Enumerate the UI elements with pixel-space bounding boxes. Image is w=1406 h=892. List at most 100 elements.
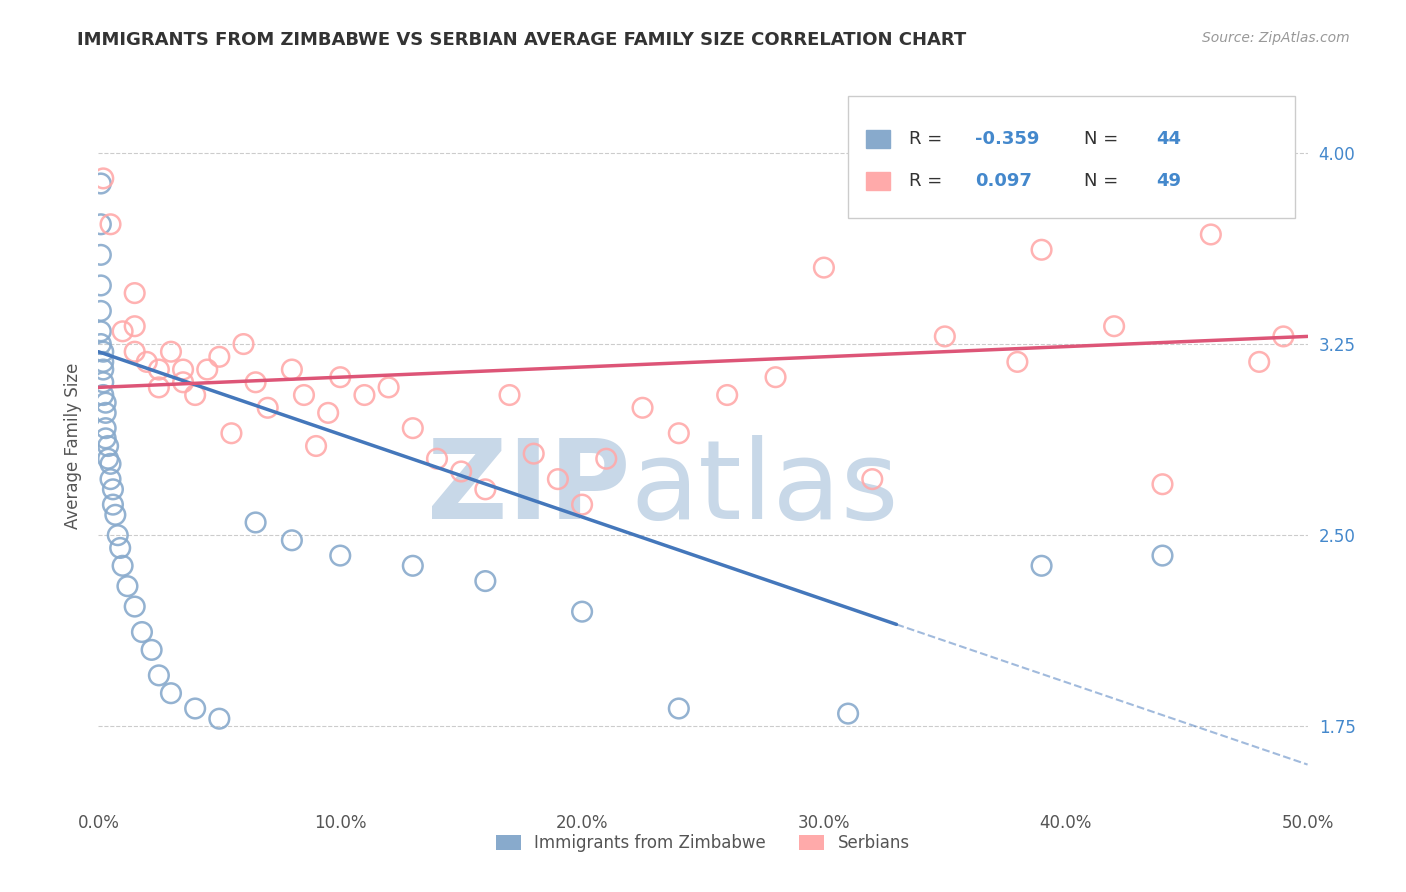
Point [91,376,114,390]
Point [668,426,690,441]
Point [329,549,352,563]
Point [1007,355,1029,369]
Point [90,304,112,318]
Point [94,431,117,445]
FancyBboxPatch shape [866,130,890,148]
Point [117,579,139,593]
Point [172,376,194,390]
Point [402,421,425,435]
Point [934,329,956,343]
Point [474,483,496,497]
Text: IMMIGRANTS FROM ZIMBABWE VS SERBIAN AVERAGE FAMILY SIZE CORRELATION CHART: IMMIGRANTS FROM ZIMBABWE VS SERBIAN AVER… [77,31,966,49]
Point [1031,558,1053,573]
Point [221,426,243,441]
Point [111,324,134,338]
Point [124,286,146,301]
Point [91,344,114,359]
Text: Source: ZipAtlas.com: Source: ZipAtlas.com [1202,31,1350,45]
Point [668,701,690,715]
Point [195,362,218,376]
Point [148,380,170,394]
Point [97,439,120,453]
Point [184,388,207,402]
Text: ZIP: ZIP [427,435,630,542]
Point [402,558,425,573]
Point [124,599,146,614]
Point [100,217,122,231]
Point [184,701,207,715]
Point [1199,227,1222,242]
Y-axis label: Average Family Size: Average Family Size [65,363,83,529]
Point [91,362,114,376]
Point [450,465,472,479]
Point [90,177,112,191]
Point [107,528,129,542]
Point [245,376,267,390]
Point [111,558,134,573]
Point [571,605,593,619]
Point [141,643,163,657]
Point [104,508,127,522]
Point [148,668,170,682]
Text: R =: R = [908,130,948,148]
Point [813,260,835,275]
Point [208,350,231,364]
Point [547,472,569,486]
Point [91,388,114,402]
Point [90,278,112,293]
Text: N =: N = [1084,130,1123,148]
Point [91,355,114,369]
Point [281,362,304,376]
Text: R =: R = [908,172,948,190]
Point [208,712,231,726]
Point [97,451,120,466]
Point [571,498,593,512]
Point [94,395,117,409]
Text: N =: N = [1084,172,1123,190]
Point [90,217,112,231]
Point [329,370,352,384]
Point [377,380,399,394]
Point [353,388,375,402]
Point [124,319,146,334]
Text: atlas: atlas [630,435,898,542]
Point [837,706,859,721]
Text: -0.359: -0.359 [976,130,1039,148]
Point [292,388,315,402]
Point [100,457,122,471]
Point [124,344,146,359]
Point [1102,319,1125,334]
Point [498,388,520,402]
Text: 49: 49 [1157,172,1181,190]
Point [860,472,883,486]
Point [1152,549,1174,563]
Point [94,421,117,435]
Point [135,355,157,369]
Text: 0.097: 0.097 [976,172,1032,190]
Point [245,516,267,530]
Point [1152,477,1174,491]
Point [256,401,278,415]
FancyBboxPatch shape [866,172,890,190]
Point [90,324,112,338]
Point [281,533,304,548]
Point [523,447,546,461]
Legend: Immigrants from Zimbabwe, Serbians: Immigrants from Zimbabwe, Serbians [489,828,917,859]
Point [90,248,112,262]
Point [100,472,122,486]
Point [1249,355,1271,369]
Point [232,337,254,351]
Point [94,406,117,420]
Point [90,337,112,351]
Point [474,574,496,588]
Point [765,370,787,384]
Text: 44: 44 [1157,130,1181,148]
Point [426,451,449,466]
Point [91,171,114,186]
Point [716,388,738,402]
Point [160,344,183,359]
Point [172,362,194,376]
Point [101,498,124,512]
Point [108,541,131,555]
Point [160,686,183,700]
